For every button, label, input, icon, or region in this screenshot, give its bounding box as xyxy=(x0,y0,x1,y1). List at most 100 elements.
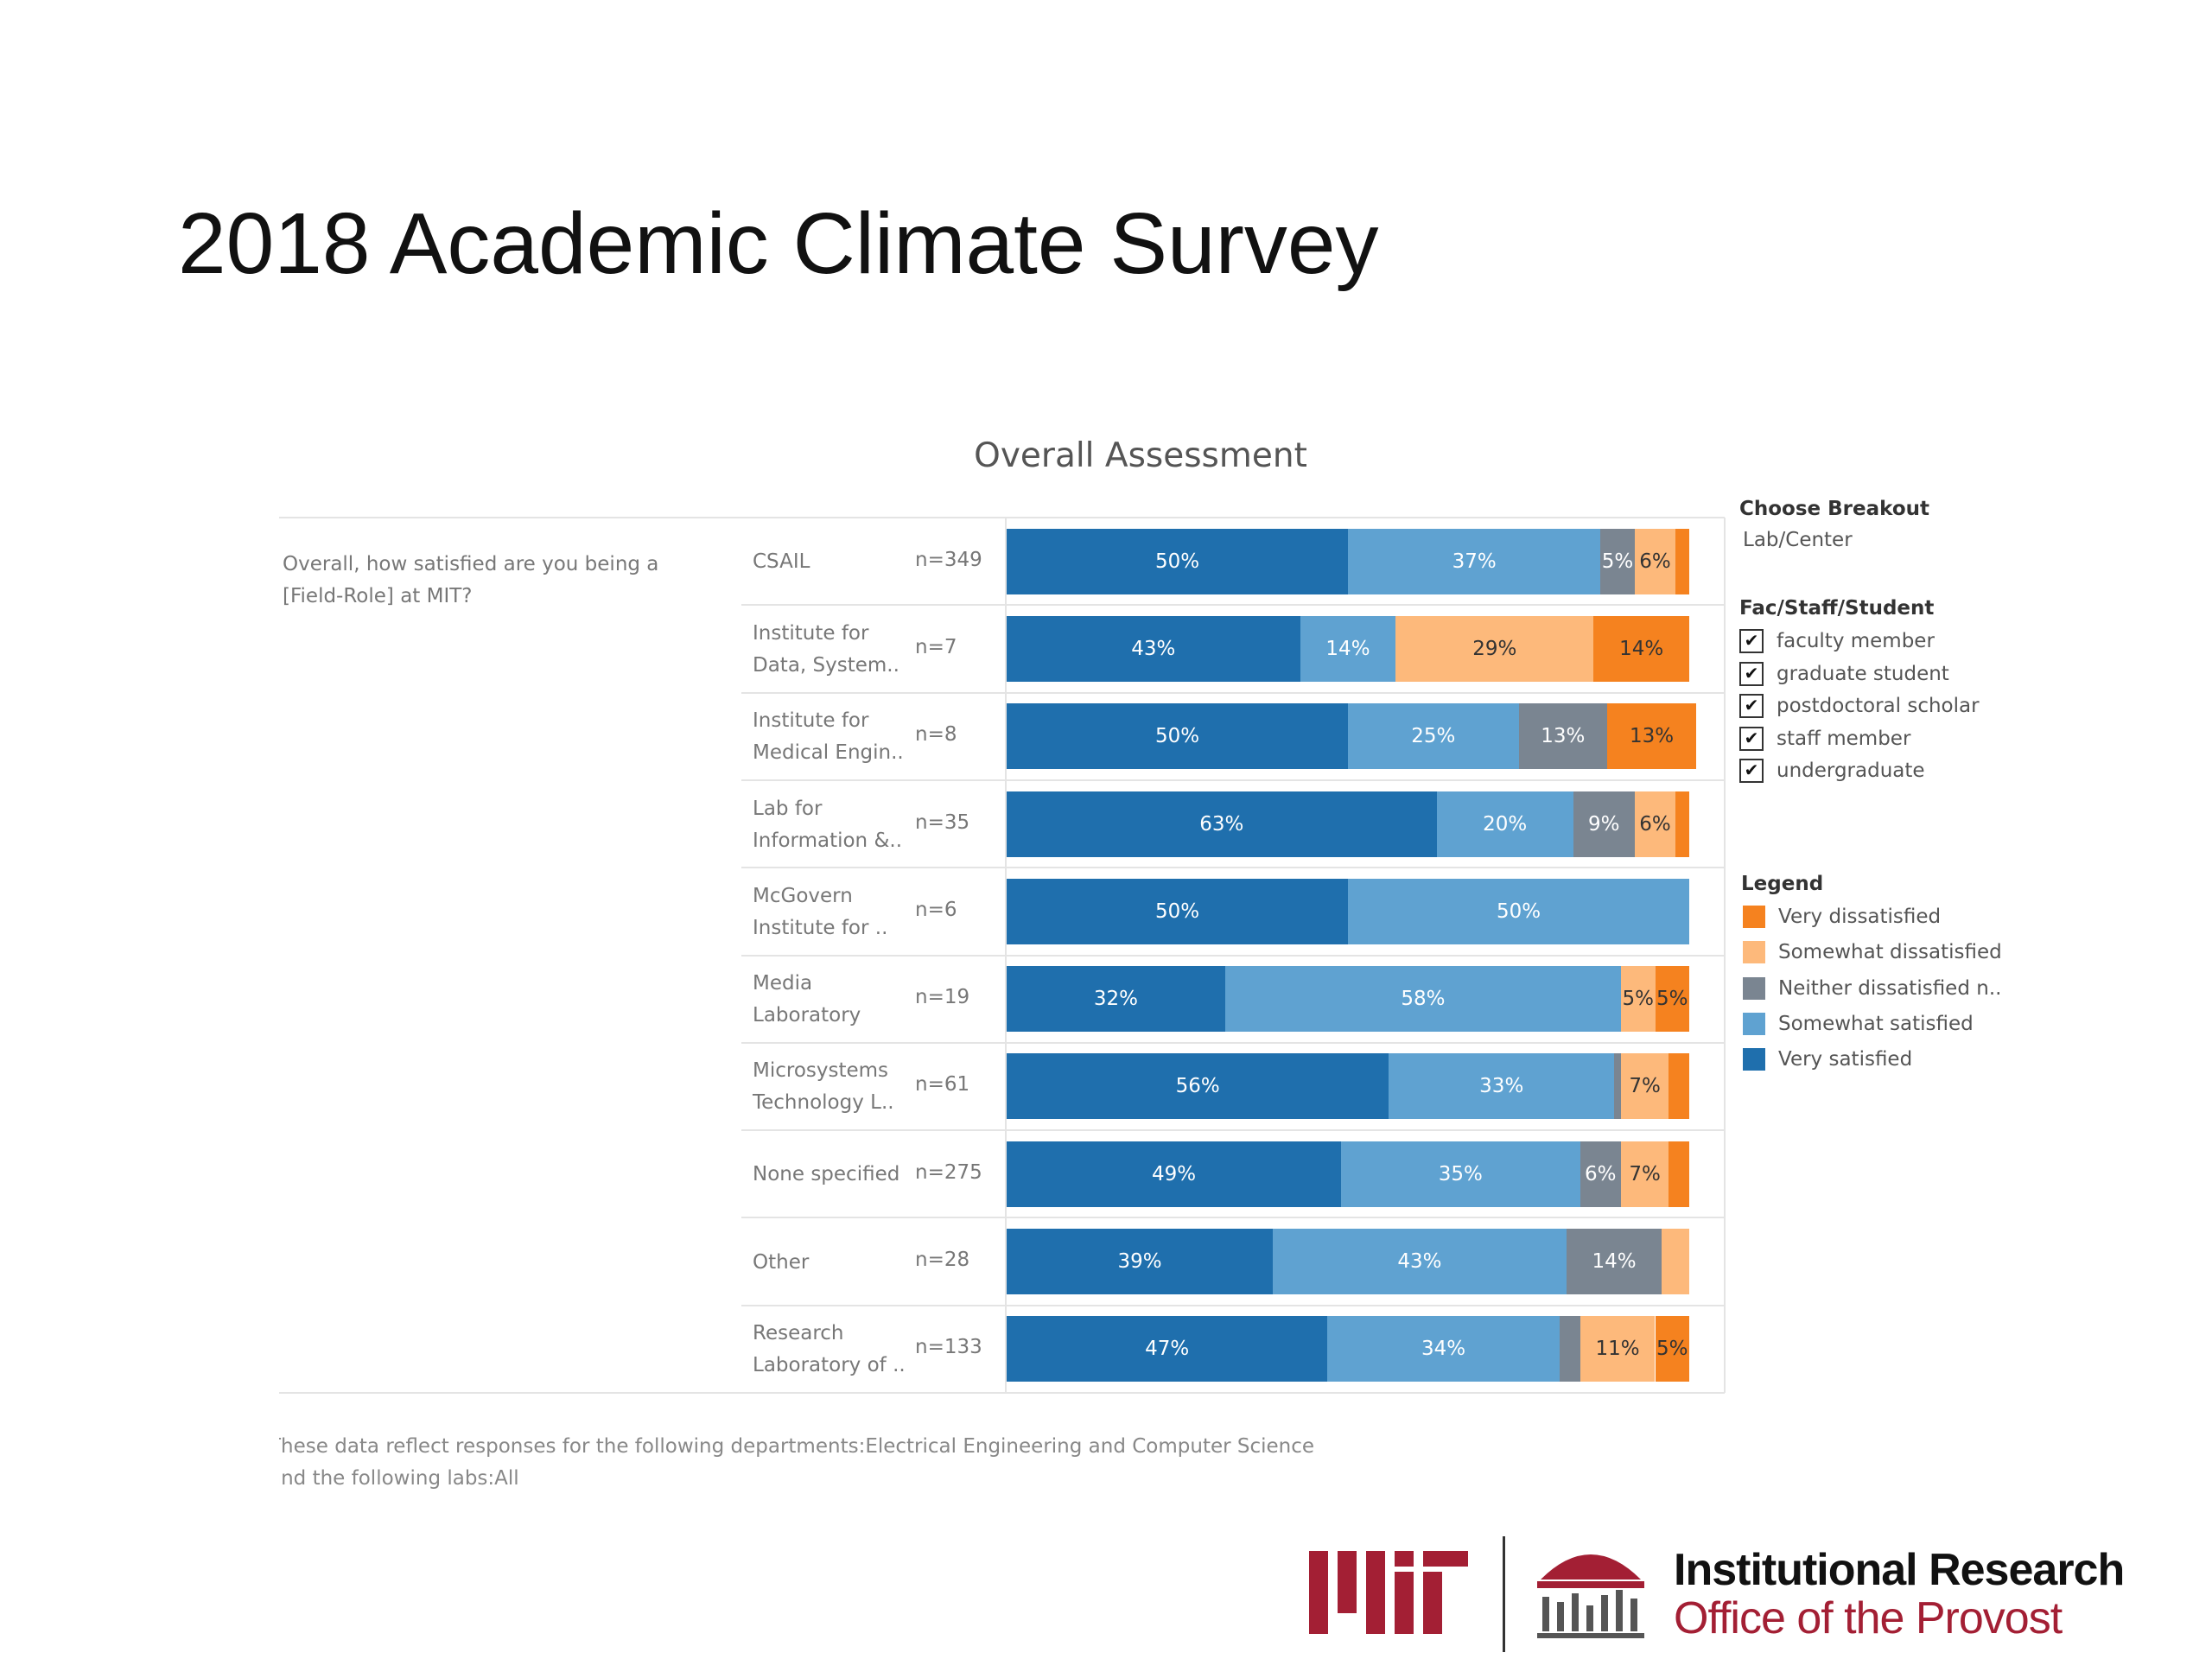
row-separator xyxy=(741,954,1725,957)
legend-title: Legend xyxy=(1741,873,1824,895)
value-label: 63% xyxy=(1199,812,1244,836)
bar-segment: 6% xyxy=(1634,528,1676,594)
bar-segment xyxy=(1669,1141,1689,1207)
value-label: 58% xyxy=(1401,988,1446,1011)
checkbox-label[interactable]: graduate student xyxy=(1777,662,1949,685)
value-label: 7% xyxy=(1629,1162,1661,1185)
breakout-value[interactable]: Lab/Center xyxy=(1743,529,1853,551)
row-label: None specified xyxy=(753,1163,900,1186)
bar-segment: 39% xyxy=(1007,1229,1274,1295)
bar-segment: 49% xyxy=(1007,1141,1342,1207)
row-separator xyxy=(741,779,1725,781)
row-separator xyxy=(741,691,1725,694)
n-label: n=7 xyxy=(915,635,957,658)
row-label: Institute for Data, System.. xyxy=(753,621,899,677)
bar-segment: 56% xyxy=(1007,1053,1389,1120)
bar-segment: 25% xyxy=(1348,703,1519,770)
bar-segment: 50% xyxy=(1007,878,1348,944)
value-label: 34% xyxy=(1421,1338,1466,1361)
legend-swatch xyxy=(1743,1048,1765,1071)
n-label: n=61 xyxy=(915,1073,970,1096)
bar-segment: 20% xyxy=(1436,791,1573,857)
value-label: 5% xyxy=(1622,988,1655,1011)
bar-segment: 13% xyxy=(1518,703,1608,770)
bar-segment xyxy=(1675,791,1689,857)
value-label: 49% xyxy=(1151,1162,1197,1185)
bar-segment: 63% xyxy=(1007,791,1437,857)
value-label: 5% xyxy=(1656,1338,1688,1361)
checkbox-label[interactable]: postdoctoral scholar xyxy=(1777,695,1980,718)
bar-segment: 14% xyxy=(1566,1229,1662,1295)
row-label: Institute for Medical Engin.. xyxy=(753,709,904,765)
row-separator xyxy=(741,604,1725,607)
bar-segment: 32% xyxy=(1007,966,1225,1033)
value-label: 37% xyxy=(1452,550,1497,573)
logo-line2: Office of the Provost xyxy=(1674,1593,2063,1643)
bar-segment: 50% xyxy=(1348,878,1689,944)
value-label: 43% xyxy=(1131,637,1176,660)
checkbox-label[interactable]: undergraduate xyxy=(1777,760,1925,783)
bar-segment: 29% xyxy=(1395,615,1594,682)
value-label: 50% xyxy=(1154,899,1200,923)
bar-segment: 14% xyxy=(1300,615,1396,682)
legend-swatch xyxy=(1743,976,1765,1000)
row-label: McGovern Institute for .. xyxy=(753,884,888,939)
bar-segment: 33% xyxy=(1389,1053,1615,1120)
value-label: 43% xyxy=(1397,1250,1442,1274)
value-label: 14% xyxy=(1619,637,1664,660)
checkbox[interactable]: ✔ xyxy=(1739,694,1764,719)
logo-graphics xyxy=(1309,1536,1644,1652)
table-top-line xyxy=(279,517,1725,518)
checkbox[interactable]: ✔ xyxy=(1739,629,1764,653)
bar-segment: 34% xyxy=(1327,1316,1560,1382)
value-label: 50% xyxy=(1154,725,1200,748)
legend-label: Neither dissatisfied n.. xyxy=(1778,976,2002,1000)
bar-segment: 6% xyxy=(1634,791,1676,857)
value-label: 56% xyxy=(1175,1075,1220,1098)
legend-label: Very satisfied xyxy=(1778,1048,1913,1071)
value-label: 9% xyxy=(1587,812,1620,836)
row-separator xyxy=(741,867,1725,869)
n-label: n=275 xyxy=(915,1160,982,1184)
value-label: 5% xyxy=(1656,988,1688,1011)
row-label: Research Laboratory of .. xyxy=(753,1322,906,1377)
n-label: n=6 xyxy=(915,898,957,921)
row-separator xyxy=(741,1129,1725,1132)
value-label: 20% xyxy=(1483,812,1528,836)
bar-segment: 35% xyxy=(1341,1141,1580,1207)
footnote-line: and the following labs:All xyxy=(279,1467,519,1490)
bar-segment: 14% xyxy=(1593,615,1689,682)
row-separator xyxy=(741,1041,1725,1044)
bar-segment: 7% xyxy=(1621,1053,1669,1120)
value-label: 6% xyxy=(1639,812,1671,836)
breakout-title: Choose Breakout xyxy=(1739,498,1929,520)
legend-label: Very dissatisfied xyxy=(1778,906,1942,928)
checkbox-label[interactable]: faculty member xyxy=(1777,630,1935,652)
legend-swatch xyxy=(1743,941,1765,964)
checkbox[interactable]: ✔ xyxy=(1739,759,1764,784)
n-label: n=19 xyxy=(915,986,970,1009)
value-label: 6% xyxy=(1585,1162,1617,1185)
checkbox-label[interactable]: staff member xyxy=(1777,727,1911,750)
n-label: n=349 xyxy=(915,548,982,571)
bar-segment: 47% xyxy=(1007,1316,1328,1382)
n-label: n=35 xyxy=(915,810,970,834)
legend-swatch xyxy=(1743,1012,1765,1035)
value-label: 50% xyxy=(1154,550,1200,573)
bar-segment: 5% xyxy=(1655,1316,1689,1382)
value-label: 25% xyxy=(1411,725,1456,748)
n-label: n=28 xyxy=(915,1249,970,1272)
bar-segment xyxy=(1559,1316,1580,1382)
value-label: 50% xyxy=(1496,899,1541,923)
row-label: Media Laboratory xyxy=(753,972,861,1027)
footnote-line: These data reflect responses for the fol… xyxy=(279,1435,1315,1458)
value-label: 32% xyxy=(1093,988,1138,1011)
checkbox[interactable]: ✔ xyxy=(1739,726,1764,751)
bar-segment xyxy=(1614,1053,1621,1120)
value-label: 14% xyxy=(1325,637,1370,660)
value-label: 13% xyxy=(1541,725,1586,748)
value-label: 6% xyxy=(1639,550,1671,573)
checkbox[interactable]: ✔ xyxy=(1739,661,1764,686)
bar-segment: 50% xyxy=(1007,703,1348,770)
